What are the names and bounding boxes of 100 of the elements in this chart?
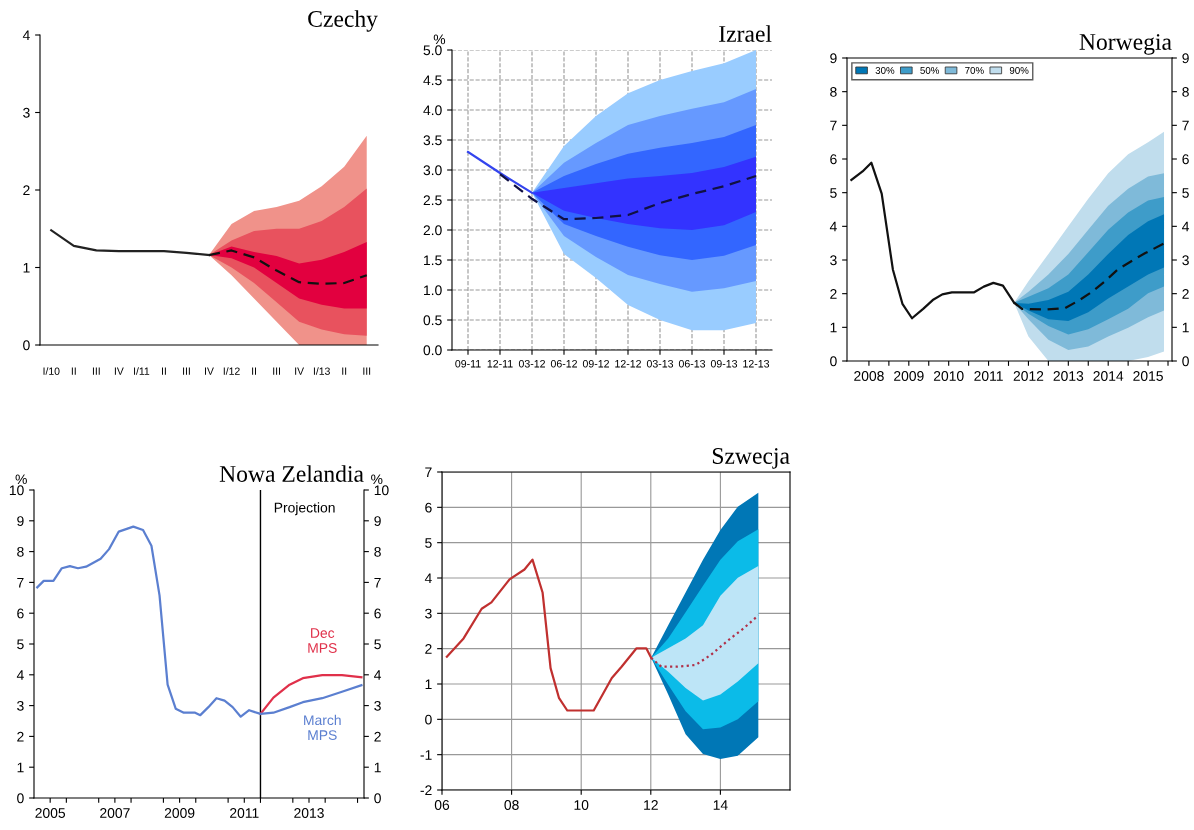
- y-tick-label: 2: [425, 644, 432, 654]
- y-tick-label: 4: [16, 670, 24, 680]
- x-tick-label: 2009: [164, 808, 195, 818]
- y-tick-label: 0: [425, 714, 432, 725]
- y-tick-label: 9: [17, 516, 24, 526]
- y-tick-label: 2: [23, 185, 30, 196]
- x-tick-label: 14: [713, 800, 728, 810]
- y-axis-title: %: [433, 34, 446, 45]
- x-tick-label: 2009: [894, 371, 924, 381]
- x-tick-label: 12-12: [615, 360, 641, 368]
- x-tick-label: I/12: [223, 367, 240, 375]
- y2-tick-label: 8: [1182, 87, 1189, 97]
- y-tick-label: 10: [9, 485, 24, 496]
- y2-tick-label: 6: [374, 608, 381, 619]
- y-tick-label: 5: [425, 538, 432, 548]
- x-tick-label: 2011: [974, 371, 1003, 381]
- y-tick-label: 7: [830, 120, 837, 131]
- legend-label: 50%: [920, 67, 940, 74]
- y2-tick-label: 3: [374, 700, 381, 711]
- y-tick-label: 3.0: [423, 165, 442, 176]
- y2-tick-label: 4: [1182, 221, 1190, 232]
- y-tick-label: 6: [17, 608, 24, 619]
- y-tick-label: 1: [23, 262, 30, 273]
- y-tick-label: 1: [17, 762, 24, 773]
- y2-tick-label: 5: [1182, 188, 1189, 198]
- y-tick-label: 5.0: [423, 45, 442, 56]
- x-tick-label: 06-13: [678, 360, 706, 368]
- y-tick-label: 1.0: [424, 285, 442, 296]
- x-tick-label: II: [342, 367, 347, 375]
- y-tick-label: 7: [17, 577, 24, 588]
- y-tick-label: -1: [420, 750, 432, 760]
- chart-title: Czechy: [308, 10, 378, 32]
- y2-tick-label: 4: [374, 670, 382, 680]
- x-tick-label: III: [183, 367, 190, 375]
- x-tick-label: 08: [504, 800, 519, 810]
- y-tick-label: 0.0: [423, 345, 442, 356]
- y-tick-label: 4: [424, 573, 432, 584]
- y2-tick-label: 5: [374, 639, 381, 650]
- annotation: Projection: [274, 502, 335, 516]
- y-tick-label: 1: [830, 322, 837, 333]
- y2-tick-label: 2: [374, 731, 381, 742]
- y-tick-label: 2: [830, 289, 837, 299]
- x-tick-label: 2011: [230, 808, 259, 818]
- y-tick-label: 5: [830, 188, 837, 198]
- y-tick-label: 6: [830, 154, 837, 165]
- x-tick-label: II: [162, 367, 166, 375]
- y-axis-title: %: [15, 474, 27, 485]
- y-tick-label: 2: [17, 731, 24, 742]
- y2-tick-label: 10: [374, 485, 389, 496]
- x-tick-label: II: [252, 367, 256, 375]
- series-label: Dec MPS: [308, 628, 337, 653]
- y2-tick-label: 8: [374, 546, 381, 557]
- x-tick-label: 2014: [1093, 371, 1124, 381]
- x-tick-label: 2013: [294, 808, 324, 818]
- y2-tick-label: 9: [1182, 53, 1189, 64]
- y2-tick-label: 3: [1182, 255, 1189, 266]
- y-tick-label: 6: [425, 502, 432, 513]
- y-tick-label: 0: [23, 340, 30, 351]
- x-tick-label: 12: [644, 800, 658, 810]
- y2-tick-label: 7: [374, 577, 381, 588]
- y-tick-label: 1: [425, 679, 432, 690]
- x-tick-label: I/13: [313, 367, 330, 375]
- x-tick-label: 09-12: [582, 360, 609, 368]
- x-tick-label: 2012: [1013, 371, 1044, 381]
- y-tick-label: 4: [22, 30, 30, 41]
- y-tick-label: 0.5: [423, 315, 442, 326]
- x-tick-label: I/11: [134, 367, 150, 375]
- line-series: [50, 229, 211, 257]
- line-series: [445, 558, 653, 712]
- x-tick-label: 03-13: [646, 360, 674, 368]
- y2-tick-label: 2: [1182, 289, 1189, 299]
- x-tick-label: 12-13: [743, 360, 770, 368]
- x-tick-label: I/10: [43, 367, 60, 375]
- y2-tick-label: 9: [374, 516, 381, 526]
- y-tick-label: 7: [425, 467, 432, 478]
- y-tick-label: 0: [830, 356, 837, 367]
- x-tick-label: 09-11: [455, 360, 481, 368]
- x-tick-label: II: [71, 367, 76, 375]
- y-tick-label: 3: [23, 107, 30, 118]
- x-tick-label: 2008: [854, 371, 884, 381]
- x-tick-label: IV: [114, 367, 124, 375]
- x-tick-label: 06: [434, 800, 450, 810]
- chart-title: Nowa Zelandia: [219, 465, 364, 482]
- y-tick-label: 3: [830, 255, 837, 266]
- y2-axis-title: %: [371, 474, 383, 485]
- x-tick-label: 2013: [1053, 371, 1084, 381]
- y-tick-label: 4.0: [423, 105, 442, 116]
- legend-label: 30%: [875, 67, 895, 74]
- y2-tick-label: 7: [1182, 120, 1189, 131]
- y2-tick-label: 1: [374, 762, 381, 773]
- x-tick-label: III: [363, 367, 371, 375]
- x-tick-label: 2007: [100, 808, 130, 818]
- x-tick-label: 2005: [35, 808, 66, 818]
- chart-title: Izrael: [719, 25, 772, 42]
- chart-title: Norwegia: [1079, 34, 1172, 55]
- chart-title: Szwecja: [712, 448, 790, 469]
- y-tick-label: -2: [420, 785, 432, 796]
- x-tick-label: 2010: [933, 371, 964, 381]
- x-tick-label: III: [92, 367, 100, 375]
- y-tick-label: 2.5: [423, 195, 442, 206]
